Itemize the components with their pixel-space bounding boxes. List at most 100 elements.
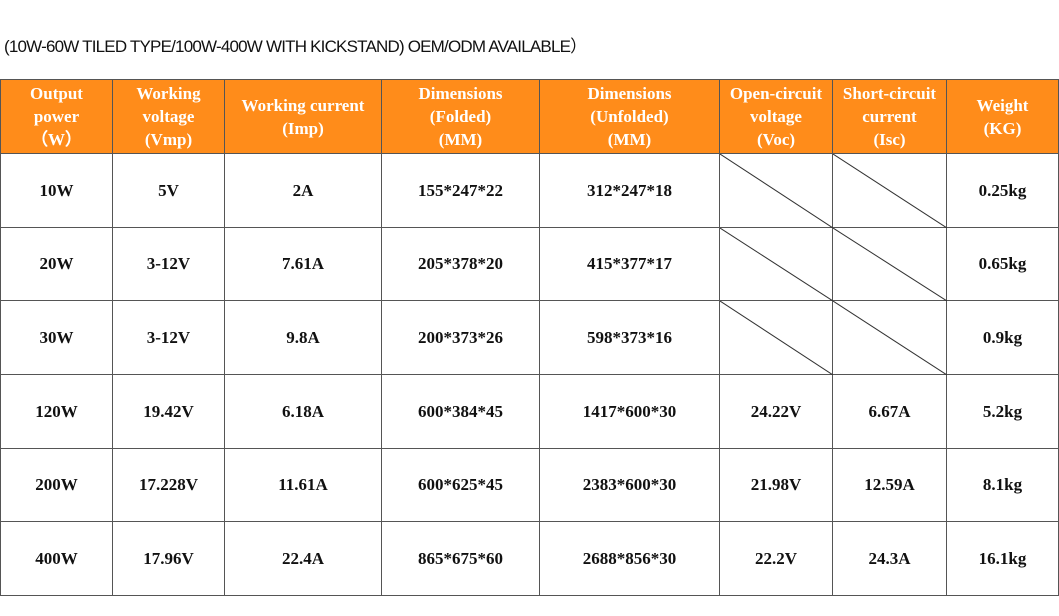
body-cell: 8.1kg bbox=[947, 449, 1059, 522]
diagonal-line bbox=[720, 301, 833, 375]
body-cell: 2A bbox=[225, 154, 382, 228]
body-cell: 1417*600*30 bbox=[540, 375, 720, 449]
body-cell bbox=[833, 228, 947, 301]
body-cell: 200*373*26 bbox=[382, 301, 540, 375]
body-cell: 2688*856*30 bbox=[540, 522, 720, 596]
cell-text: 3-12V bbox=[146, 254, 191, 273]
header-text: (Folded) bbox=[429, 107, 492, 126]
body-cell: 22.4A bbox=[225, 522, 382, 596]
header-text: Dimensions bbox=[418, 84, 503, 103]
body-cell: 12.59A bbox=[833, 449, 947, 522]
cell-text: 1417*600*30 bbox=[582, 401, 677, 421]
body-cell: 155*247*22 bbox=[382, 154, 540, 228]
empty-diagonal bbox=[833, 154, 947, 228]
header-cell: Short-circuit current (Isc) bbox=[833, 79, 947, 154]
cell-text: 30W bbox=[39, 327, 74, 347]
cell-text: 0.25kg bbox=[978, 180, 1027, 200]
cell-text: 2383*600*30 bbox=[582, 475, 677, 494]
header-text: (Voc) bbox=[756, 130, 796, 149]
body-cell: 3-12V bbox=[113, 301, 225, 375]
body-cell: 120W bbox=[0, 375, 113, 449]
header-text: Weight bbox=[976, 95, 1029, 115]
header-cell: Dimensions (Unfolded) (MM) bbox=[540, 79, 720, 154]
body-cell: 24.22V bbox=[720, 375, 833, 449]
header-text: (Vmp) bbox=[144, 130, 193, 149]
body-cell: 5V bbox=[113, 154, 225, 228]
cell-text: 8.1kg bbox=[982, 475, 1023, 494]
body-cell bbox=[720, 301, 833, 375]
header-text: Output bbox=[30, 84, 83, 103]
body-cell: 598*373*16 bbox=[540, 301, 720, 375]
cell-text: 24.3A bbox=[868, 548, 911, 568]
header-cell: Dimensions (Folded) (MM) bbox=[382, 79, 540, 154]
body-cell: 0.9kg bbox=[947, 301, 1059, 375]
cell-text: 21.98V bbox=[750, 475, 802, 494]
diagonal-line bbox=[720, 228, 833, 301]
cell-text: 22.2V bbox=[754, 548, 798, 568]
cell-text: 19.42V bbox=[143, 401, 194, 421]
cell-text: 6.18A bbox=[281, 401, 325, 421]
body-cell: 415*377*17 bbox=[540, 228, 720, 301]
body-cell: 17.96V bbox=[113, 522, 225, 596]
empty-diagonal bbox=[720, 301, 833, 375]
body-cell: 865*675*60 bbox=[382, 522, 540, 596]
cell-text: 415*377*17 bbox=[587, 254, 672, 273]
body-cell: 200W bbox=[0, 449, 113, 522]
body-cell: 0.65kg bbox=[947, 228, 1059, 301]
body-cell: 3-12V bbox=[113, 228, 225, 301]
diagonal-line bbox=[833, 154, 947, 228]
diagonal-line bbox=[720, 154, 833, 228]
cell-text: 5.2kg bbox=[982, 401, 1023, 421]
cell-text: 120W bbox=[35, 401, 78, 421]
cell-text: 200*373*26 bbox=[418, 327, 503, 347]
body-cell: 400W bbox=[0, 522, 113, 596]
empty-diagonal bbox=[833, 228, 947, 301]
header-text: (Isc) bbox=[873, 130, 906, 149]
cell-text: 11.61A bbox=[278, 475, 328, 494]
body-cell: 20W bbox=[0, 228, 113, 301]
header-cell: Weight (KG) bbox=[947, 79, 1059, 154]
cell-text: 2688*856*30 bbox=[582, 548, 677, 568]
header-text: power bbox=[33, 107, 80, 126]
cell-text: 400W bbox=[35, 548, 78, 568]
cell-text: 16.1kg bbox=[978, 548, 1027, 568]
body-cell: 11.61A bbox=[225, 449, 382, 522]
header-text: Working bbox=[136, 84, 201, 103]
header-cell: Working voltage (Vmp) bbox=[113, 79, 225, 154]
cell-text: 17.96V bbox=[143, 548, 194, 568]
cell-text: 20W bbox=[39, 254, 74, 273]
body-cell: 0.25kg bbox=[947, 154, 1059, 228]
header-cell: Working current (Imp) bbox=[225, 79, 382, 154]
cell-text: 0.65kg bbox=[978, 254, 1027, 273]
header-cell: Output power （W） bbox=[0, 79, 113, 154]
cell-text: 600*625*45 bbox=[418, 475, 503, 494]
header-text: (MM) bbox=[607, 130, 652, 149]
cell-text: 865*675*60 bbox=[418, 548, 503, 568]
header-text: voltage bbox=[142, 107, 195, 126]
header-text: （W） bbox=[31, 130, 82, 149]
body-cell: 312*247*18 bbox=[540, 154, 720, 228]
body-cell: 10W bbox=[0, 154, 113, 228]
cell-text: 3-12V bbox=[146, 327, 191, 347]
cell-text: 155*247*22 bbox=[418, 180, 503, 200]
cell-text: 600*384*45 bbox=[418, 401, 503, 421]
diagonal-line bbox=[833, 228, 947, 301]
body-cell: 17.228V bbox=[113, 449, 225, 522]
header-text: (Imp) bbox=[282, 118, 324, 138]
body-cell: 7.61A bbox=[225, 228, 382, 301]
cell-text: 598*373*16 bbox=[587, 327, 672, 347]
body-cell: 9.8A bbox=[225, 301, 382, 375]
empty-diagonal bbox=[833, 301, 947, 375]
body-cell: 16.1kg bbox=[947, 522, 1059, 596]
body-cell: 24.3A bbox=[833, 522, 947, 596]
cell-text: 200W bbox=[35, 475, 78, 494]
header-text: (Unfolded) bbox=[590, 107, 669, 126]
cell-text: 24.22V bbox=[750, 401, 802, 421]
cell-text: 2A bbox=[292, 180, 314, 200]
body-cell bbox=[720, 228, 833, 301]
body-cell: 30W bbox=[0, 301, 113, 375]
cell-text: 0.9kg bbox=[982, 327, 1023, 347]
header-cell: Open-circuit voltage (Voc) bbox=[720, 79, 833, 154]
